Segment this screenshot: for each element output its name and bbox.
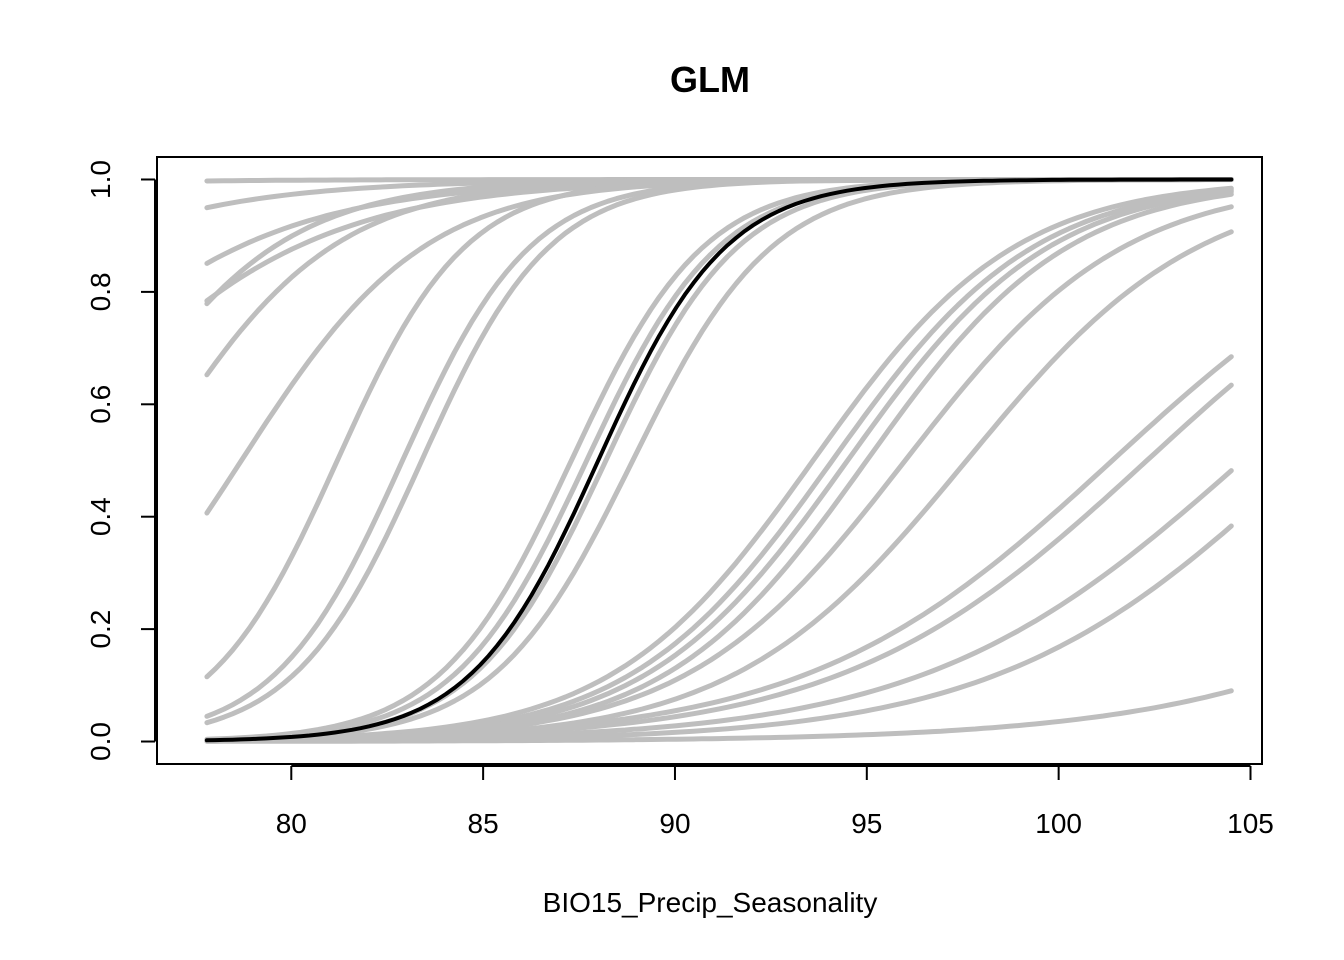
replicate-curve (204, 382, 1234, 743)
x-tick-label: 100 (1035, 808, 1082, 839)
x-tick-label: 95 (851, 808, 882, 839)
x-tick-label: 85 (468, 808, 499, 839)
y-tick-label: 0.6 (85, 385, 116, 424)
y-tick-label: 0.0 (85, 722, 116, 761)
x-tick-label: 80 (276, 808, 307, 839)
x-axis-label: BIO15_Precip_Seasonality (543, 887, 878, 918)
replicate-curve (204, 204, 1234, 744)
chart-title: GLM (670, 59, 750, 100)
replicate-curve (204, 177, 1234, 726)
replicate-curve (204, 688, 1234, 744)
y-tick-label: 1.0 (85, 160, 116, 199)
y-tick-label: 0.2 (85, 610, 116, 649)
y-tick-label: 0.4 (85, 497, 116, 536)
plot-frame (156, 156, 1263, 765)
x-axis: 80 85 90 95 100 105 (276, 765, 1274, 839)
y-tick-label: 0.8 (85, 272, 116, 311)
x-tick-label: 105 (1227, 808, 1274, 839)
y-axis: 0.0 0.2 0.4 0.6 0.8 1.0 (85, 160, 156, 761)
replicate-curve (204, 187, 1234, 743)
mean-curve (204, 177, 1234, 743)
curves-layer (204, 177, 1234, 744)
x-tick-label: 90 (659, 808, 690, 839)
